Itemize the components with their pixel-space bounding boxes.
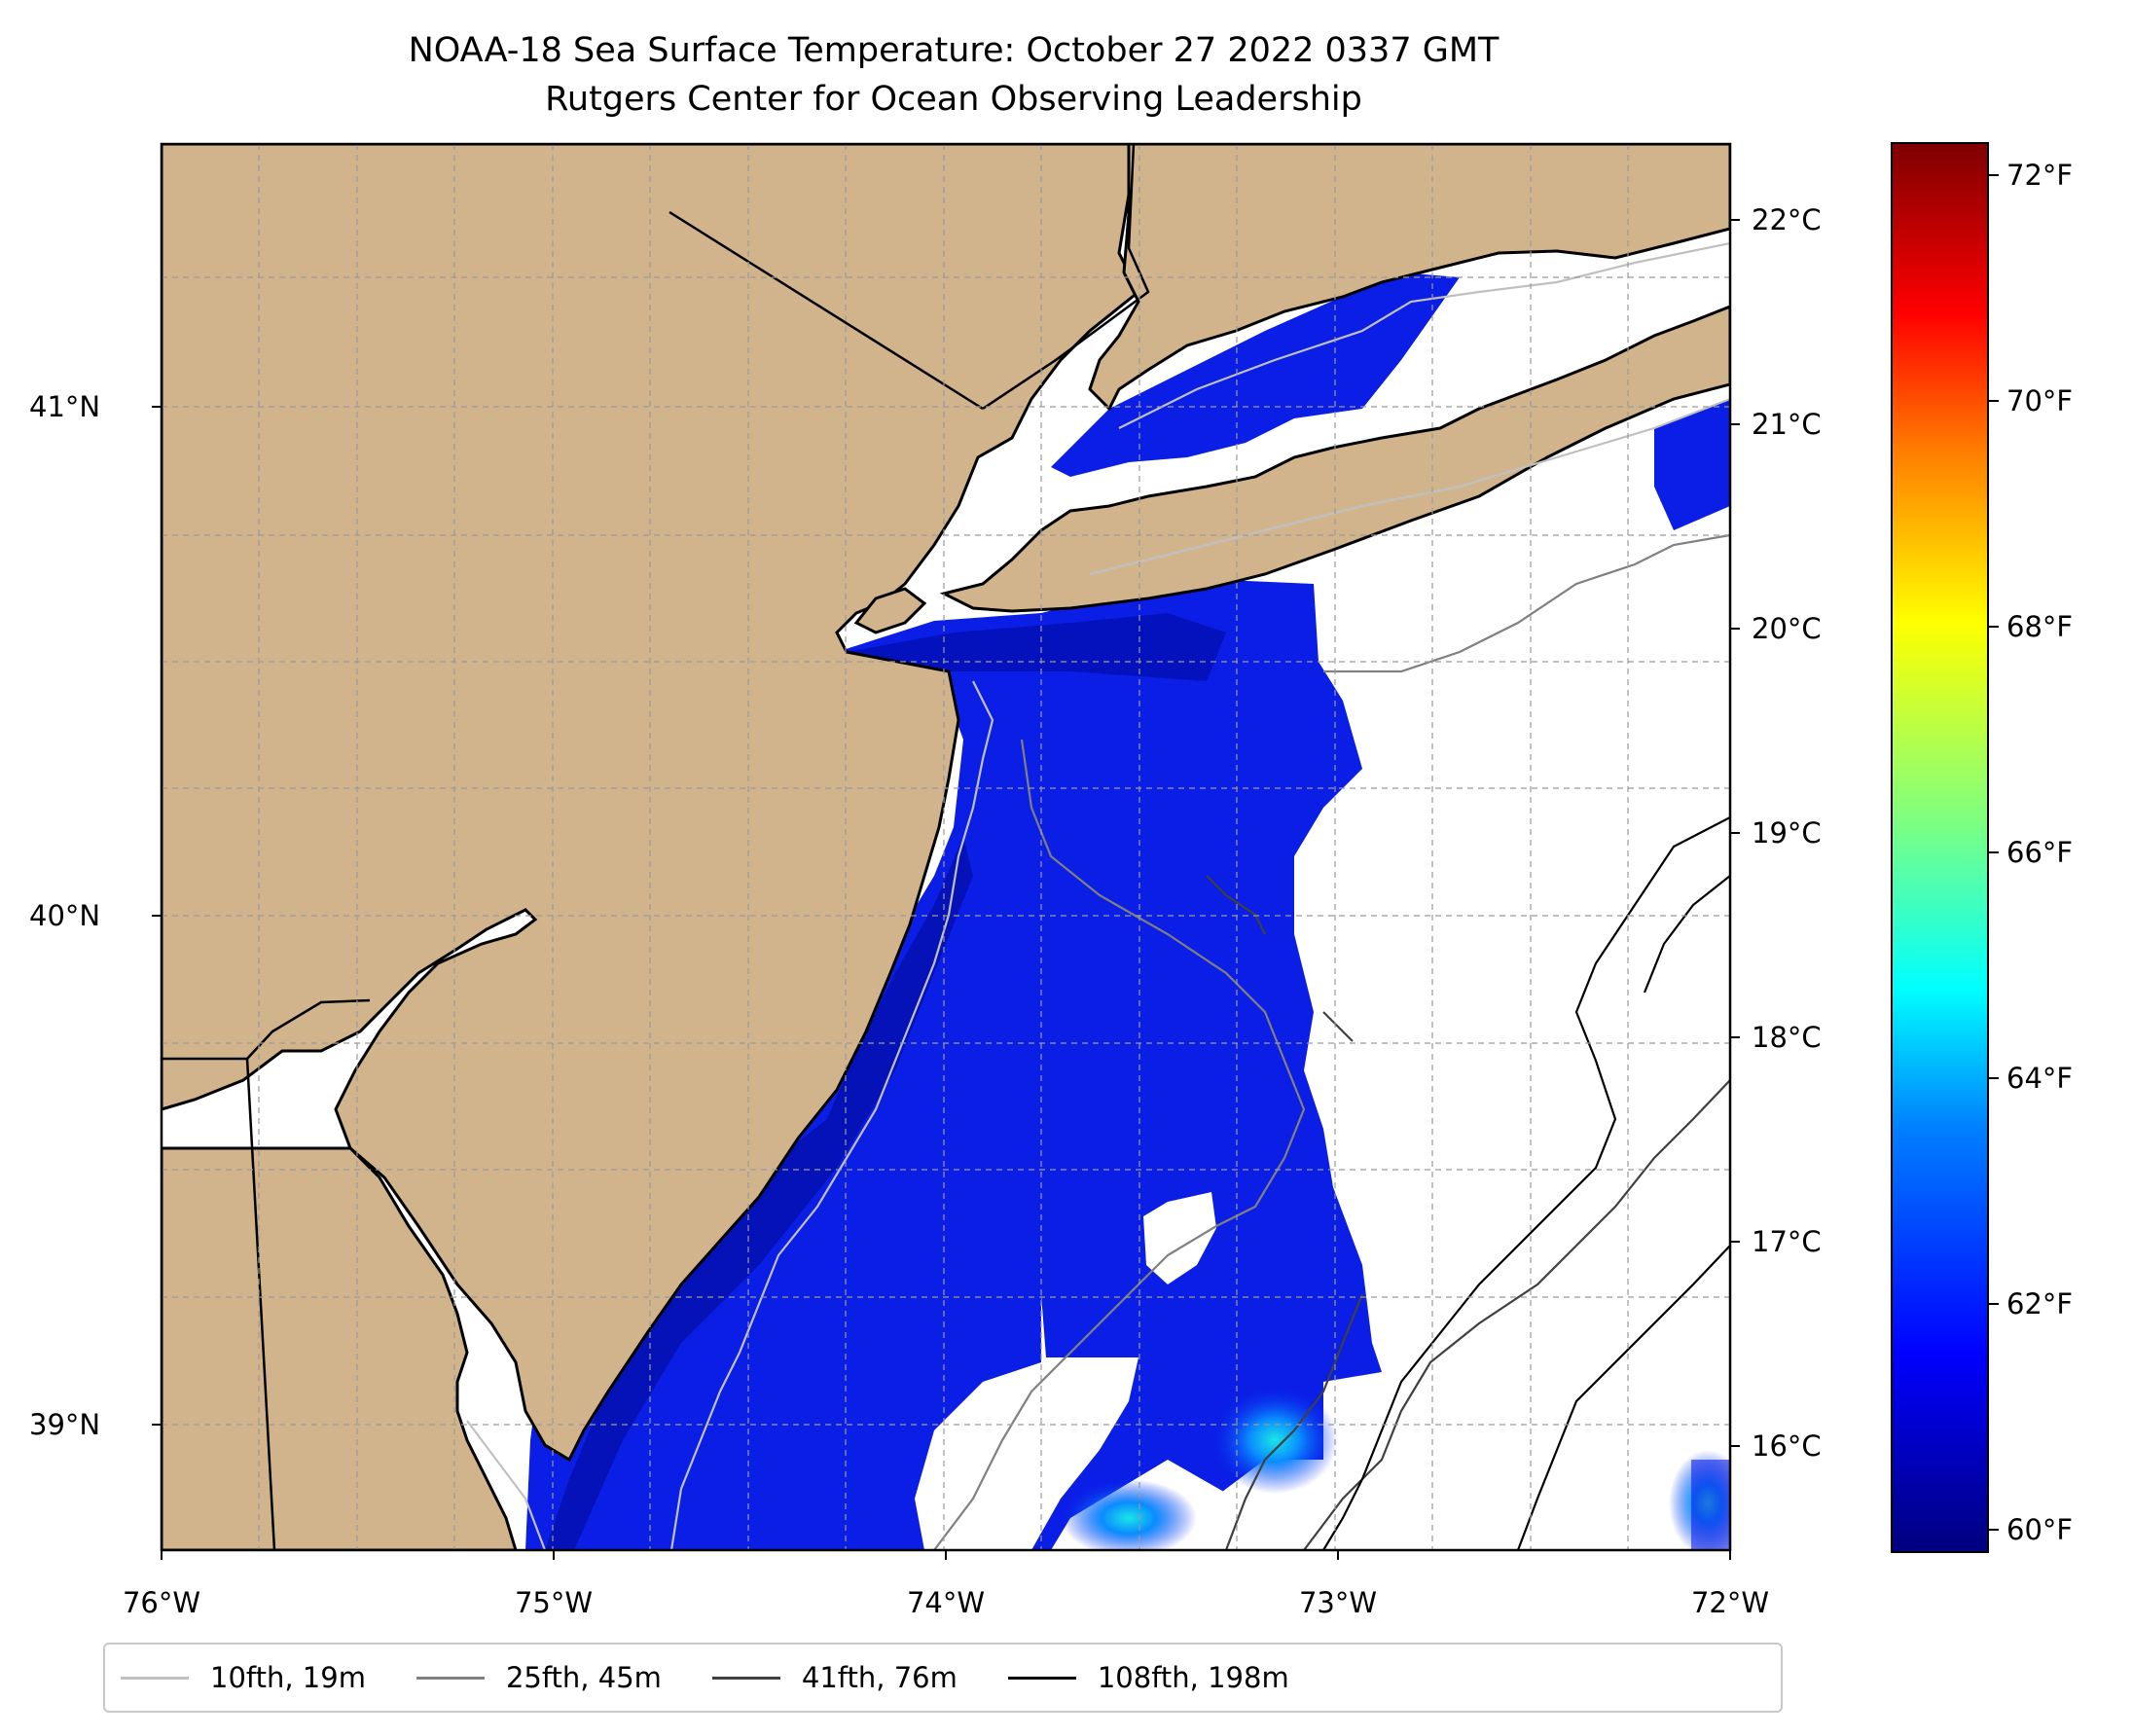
y-tick-label: 40°N <box>29 899 101 932</box>
fahrenheit-tick-label: 68°F <box>2006 610 2074 643</box>
x-tick-label: 76°W <box>122 1586 201 1619</box>
contour-108fth-north <box>1516 1245 1730 1550</box>
fahrenheit-tick-label: 60°F <box>2006 1513 2074 1546</box>
legend-line-41fth <box>711 1676 780 1680</box>
y-tick-label: 41°N <box>29 390 101 423</box>
contour-108fth <box>1322 816 1730 1550</box>
celsius-tick-label: 22°C <box>1752 203 1822 236</box>
legend-label: 25fth, 45m <box>505 1661 662 1694</box>
chart-title: NOAA-18 Sea Surface Temperature: October… <box>408 31 1500 70</box>
fahrenheit-tick-label: 64°F <box>2006 1062 2074 1095</box>
legend-line-10fth <box>121 1676 189 1680</box>
contour-10fth-delaware <box>466 1420 547 1550</box>
fahrenheit-tick-label: 70°F <box>2006 384 2074 417</box>
contour-10fth-north <box>1089 397 1730 576</box>
legend-label: 108fth, 198m <box>1097 1661 1289 1694</box>
fahrenheit-tick-label: 66°F <box>2006 836 2074 869</box>
legend-item: 25fth, 45m <box>416 1661 662 1694</box>
contour-10fth-sound <box>1118 241 1730 429</box>
x-tick-label: 72°W <box>1690 1586 1770 1619</box>
gridlines <box>162 144 1730 1550</box>
warm-patch-1 <box>1211 1387 1338 1494</box>
fahrenheit-tick-label: 62°F <box>2006 1287 2074 1320</box>
fahrenheit-tick-label: 72°F <box>2006 159 2074 192</box>
legend: 10fth, 19m 25fth, 45m 41fth, 76m 108fth,… <box>103 1643 1783 1713</box>
bathymetry-contours <box>466 241 1730 1550</box>
no-data-gap-2 <box>915 1294 1138 1550</box>
contour-25fth <box>933 739 1306 1550</box>
legend-label: 10fth, 19m <box>210 1661 366 1694</box>
legend-line-25fth <box>416 1676 485 1680</box>
contour-41fth <box>1224 1293 1364 1550</box>
celsius-tick-label: 18°C <box>1752 1021 1822 1054</box>
state-borders <box>162 144 1150 1550</box>
sst-field-sound <box>1051 253 1460 477</box>
legend-label: 41fth, 76m <box>801 1661 958 1694</box>
legend-item: 10fth, 19m <box>121 1661 366 1694</box>
contour-10fth <box>669 680 994 1550</box>
legend-line-108fth <box>1007 1676 1076 1680</box>
y-tick-label: 39°N <box>29 1408 101 1441</box>
celsius-tick-label: 17°C <box>1752 1225 1822 1258</box>
x-tick-label: 75°W <box>514 1586 594 1619</box>
x-tick-label: 73°W <box>1298 1586 1378 1619</box>
axis-tick-marks <box>152 174 1999 1560</box>
contour-25fth-north <box>1323 533 1730 673</box>
colorbar <box>1891 142 1989 1553</box>
land-delaware <box>162 1146 518 1550</box>
sst-field-sound-east <box>1654 399 1730 530</box>
land-connecticut <box>1088 144 1730 412</box>
contour-41fth-patch <box>1206 875 1354 1042</box>
sst-field-main <box>535 580 1382 1550</box>
celsius-tick-label: 16°C <box>1752 1429 1822 1463</box>
warm-patch-3-edge <box>1691 1460 1730 1550</box>
celsius-tick-label: 21°C <box>1752 408 1822 441</box>
celsius-tick-label: 19°C <box>1752 816 1822 850</box>
warm-patch-2 <box>1061 1479 1197 1550</box>
x-tick-label: 74°W <box>906 1586 986 1619</box>
chart-subtitle: Rutgers Center for Ocean Observing Leade… <box>545 80 1362 119</box>
legend-item: 41fth, 76m <box>711 1661 958 1694</box>
legend-item: 108fth, 198m <box>1007 1661 1289 1694</box>
contour-41fth-shelf <box>1303 1079 1730 1550</box>
land-staten <box>853 587 927 634</box>
sst-field-dark-north <box>847 613 1226 681</box>
celsius-tick-label: 20°C <box>1752 612 1822 645</box>
contour-108fth-upper <box>1643 875 1730 994</box>
